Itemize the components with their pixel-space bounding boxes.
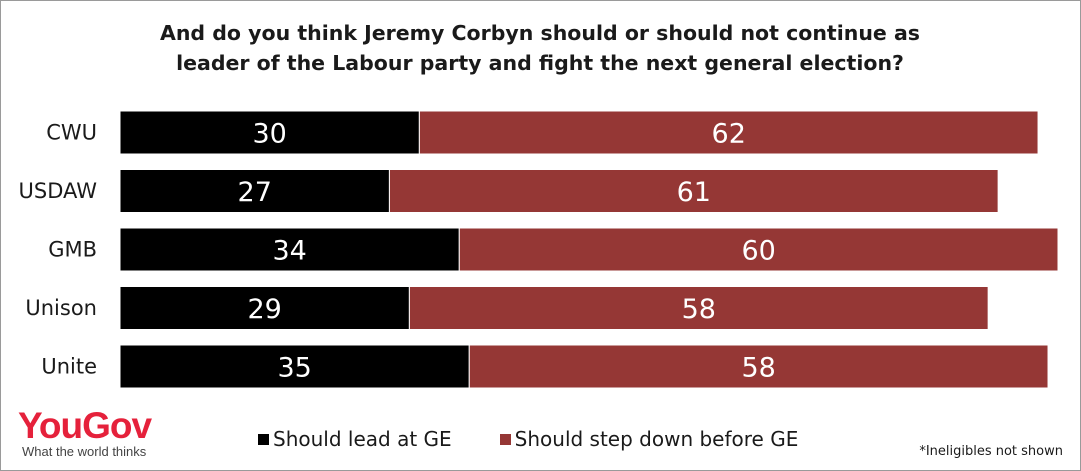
category-label: Unison: [25, 296, 97, 320]
data-label: 58: [682, 294, 716, 325]
bar-segment-step-down: [418, 110, 1039, 155]
data-label: 30: [253, 119, 287, 150]
data-label: 34: [272, 236, 306, 267]
legend-swatch-step-down: [499, 433, 511, 445]
legend-label-step-down: Should step down before GE: [514, 427, 799, 451]
category-label: GMB: [48, 238, 97, 262]
bar-segment-step-down: [388, 169, 999, 213]
logo-wordmark: YouGov: [18, 405, 152, 446]
data-label: 62: [712, 119, 746, 150]
bar-segment-step-down: [468, 344, 1049, 389]
data-label: 27: [238, 177, 272, 208]
footnote: *Ineligibles not shown: [919, 444, 1063, 459]
bar-segment-lead: [119, 227, 460, 272]
category-label: Unite: [41, 355, 97, 379]
data-label: 60: [741, 236, 775, 267]
legend-label-lead: Should lead at GE: [273, 427, 452, 451]
category-label: CWU: [46, 121, 97, 145]
legend-swatch-lead: [258, 433, 269, 445]
chart-title-line-2: leader of the Labour party and fight the…: [176, 51, 904, 75]
logo-tagline: What the world thinks: [22, 444, 147, 459]
yougov-logo: YouGov What the world thinks: [18, 406, 178, 464]
bar-segment-lead: [119, 286, 410, 330]
legend-item-lead: Should lead at GE: [258, 427, 452, 451]
chart-legend: Should lead at GE Should step down befor…: [258, 424, 846, 454]
category-label: USDAW: [19, 179, 98, 203]
data-label: 61: [677, 177, 711, 208]
bar-segment-step-down: [458, 227, 1059, 272]
bar-segment-lead: [119, 110, 420, 155]
bar-segment-lead: [119, 344, 470, 389]
bar-segment-lead: [119, 169, 390, 213]
data-label: 58: [741, 353, 775, 384]
bar-segment-step-down: [408, 286, 989, 330]
data-label: 29: [248, 294, 282, 325]
data-label: 35: [277, 353, 311, 384]
legend-item-step-down: Should step down before GE: [499, 427, 799, 451]
chart-title: And do you think Jeremy Corbyn should or…: [40, 18, 1040, 78]
chart-title-line-1: And do you think Jeremy Corbyn should or…: [159, 21, 921, 45]
